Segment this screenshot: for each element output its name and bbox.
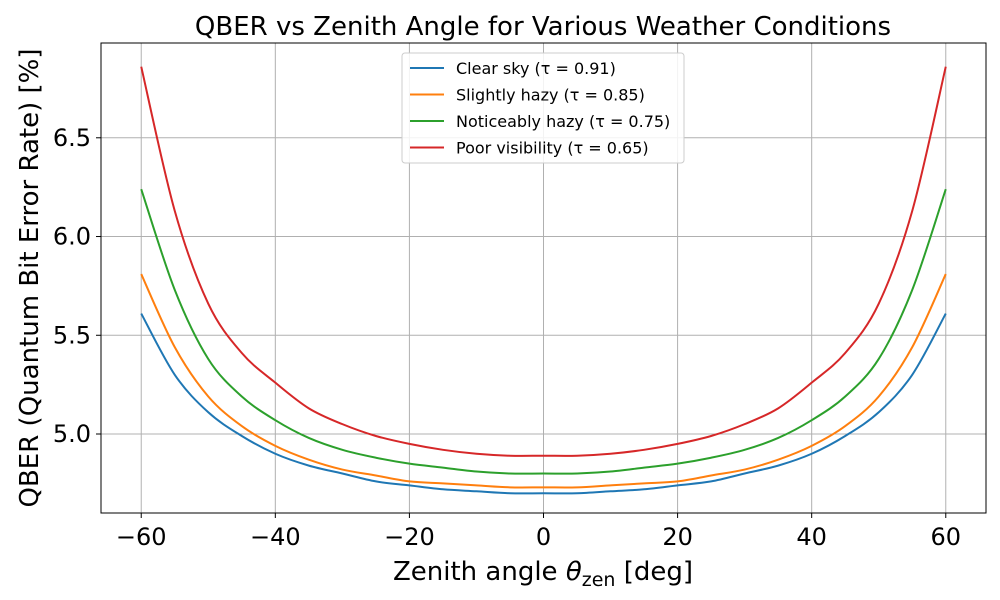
x-tick-label: 60 xyxy=(930,523,961,551)
y-tick-label: 5.0 xyxy=(53,420,91,448)
legend: Clear sky (τ = 0.91) Slightly hazy (τ = 0… xyxy=(401,52,685,164)
legend-label: Clear sky (τ = 0.91) xyxy=(456,59,616,78)
legend-label: Poor visibility (τ = 0.65) xyxy=(456,139,649,158)
y-axis-label: QBER (Quantum Bit Error Rate) [%] xyxy=(15,49,45,508)
y-tick-label: 6.0 xyxy=(53,223,91,251)
y-tick-label: 6.5 xyxy=(53,124,91,152)
x-tick-label: 40 xyxy=(796,523,827,551)
x-tick-label: 20 xyxy=(662,523,693,551)
x-tick-label: −60 xyxy=(116,523,167,551)
legend-label: Noticeably hazy (τ = 0.75) xyxy=(456,112,670,131)
x-axis-label-symbol: θ xyxy=(566,557,582,587)
series-layer xyxy=(140,66,947,495)
x-axis-label-subscript: zen xyxy=(582,569,616,591)
chart-title: QBER vs Zenith Angle for Various Weather… xyxy=(195,12,891,42)
ticks: −60 −40 −20 0 20 40 60 5.0 5.5 6.0 6.5 xyxy=(53,124,961,551)
y-tick-label: 5.5 xyxy=(53,321,91,349)
x-tick-label: −40 xyxy=(250,523,301,551)
series-line-2 xyxy=(140,273,947,489)
legend-label: Slightly hazy (τ = 0.85) xyxy=(456,86,645,105)
x-axis-label-suffix: [deg] xyxy=(615,557,693,587)
legend-box xyxy=(401,52,685,164)
series-line-3 xyxy=(140,188,947,475)
x-tick-label: −20 xyxy=(384,523,435,551)
x-tick-label: 0 xyxy=(536,523,551,551)
x-axis-label-prefix: Zenith angle xyxy=(393,557,566,587)
series-line-1 xyxy=(140,313,947,495)
series-line-4 xyxy=(140,66,947,457)
x-axis-label: Zenith angle θzen [deg] xyxy=(393,557,693,591)
